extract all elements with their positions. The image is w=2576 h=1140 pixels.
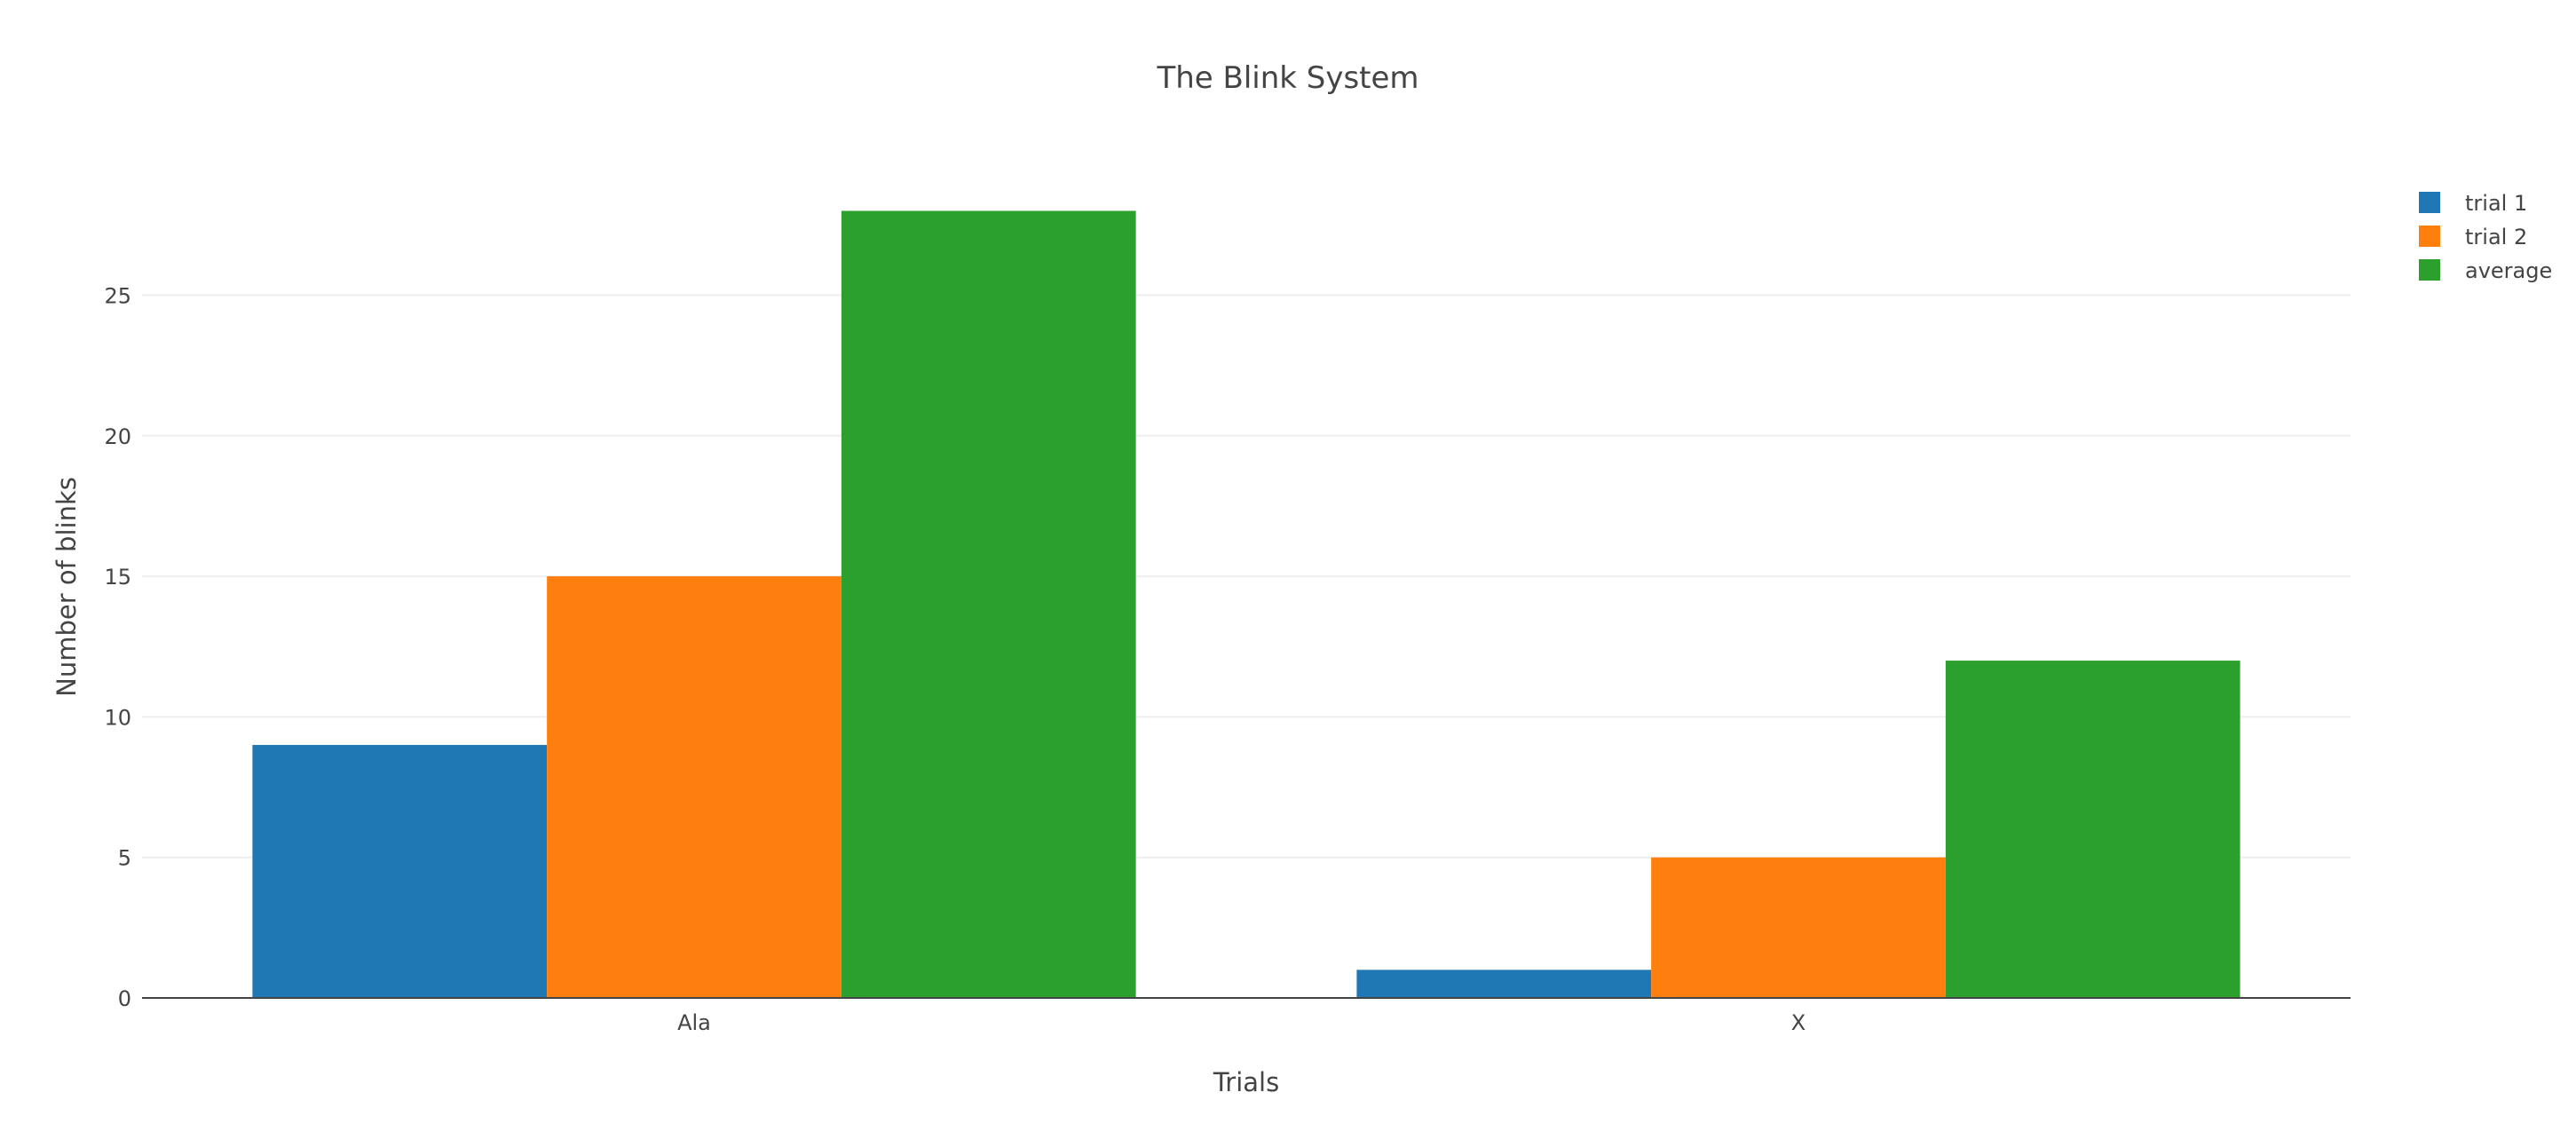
legend-item[interactable]: trial 2 xyxy=(2419,225,2527,249)
bar-trial-1-x[interactable] xyxy=(1356,970,1652,998)
bar-trial-1-ala[interactable] xyxy=(252,745,548,998)
x-tick-label: X xyxy=(1791,1010,1806,1035)
legend-swatch xyxy=(2419,226,2440,247)
legend-swatch xyxy=(2419,259,2440,281)
y-tick-label: 25 xyxy=(104,283,131,308)
bar-trial-2-ala[interactable] xyxy=(547,576,842,998)
bar-average-ala[interactable] xyxy=(841,210,1136,999)
legend-item[interactable]: average xyxy=(2419,258,2552,283)
axes: 0 5 10 15 20 25 Ala X xyxy=(104,283,2351,1035)
legend-label: average xyxy=(2465,258,2552,283)
legend-item[interactable]: trial 1 xyxy=(2419,191,2527,216)
y-tick-label: 0 xyxy=(118,986,131,1011)
y-tick-label: 10 xyxy=(104,705,131,730)
legend-label: trial 1 xyxy=(2465,191,2527,216)
y-tick-label: 5 xyxy=(118,846,131,871)
x-tick-label: Ala xyxy=(677,1010,711,1035)
bar-average-x[interactable] xyxy=(1945,661,2240,998)
y-axis-title: Number of blinks xyxy=(51,477,82,697)
bars xyxy=(252,210,2240,999)
legend-label: trial 2 xyxy=(2465,225,2527,249)
bar-trial-2-x[interactable] xyxy=(1651,857,1946,998)
y-tick-label: 15 xyxy=(104,565,131,590)
legend-swatch xyxy=(2419,192,2440,213)
legend: trial 1 trial 2 average xyxy=(2419,191,2552,283)
x-axis-title: Trials xyxy=(1213,1067,1279,1097)
chart-title: The Blink System xyxy=(1156,60,1418,96)
y-tick-label: 20 xyxy=(104,424,131,449)
